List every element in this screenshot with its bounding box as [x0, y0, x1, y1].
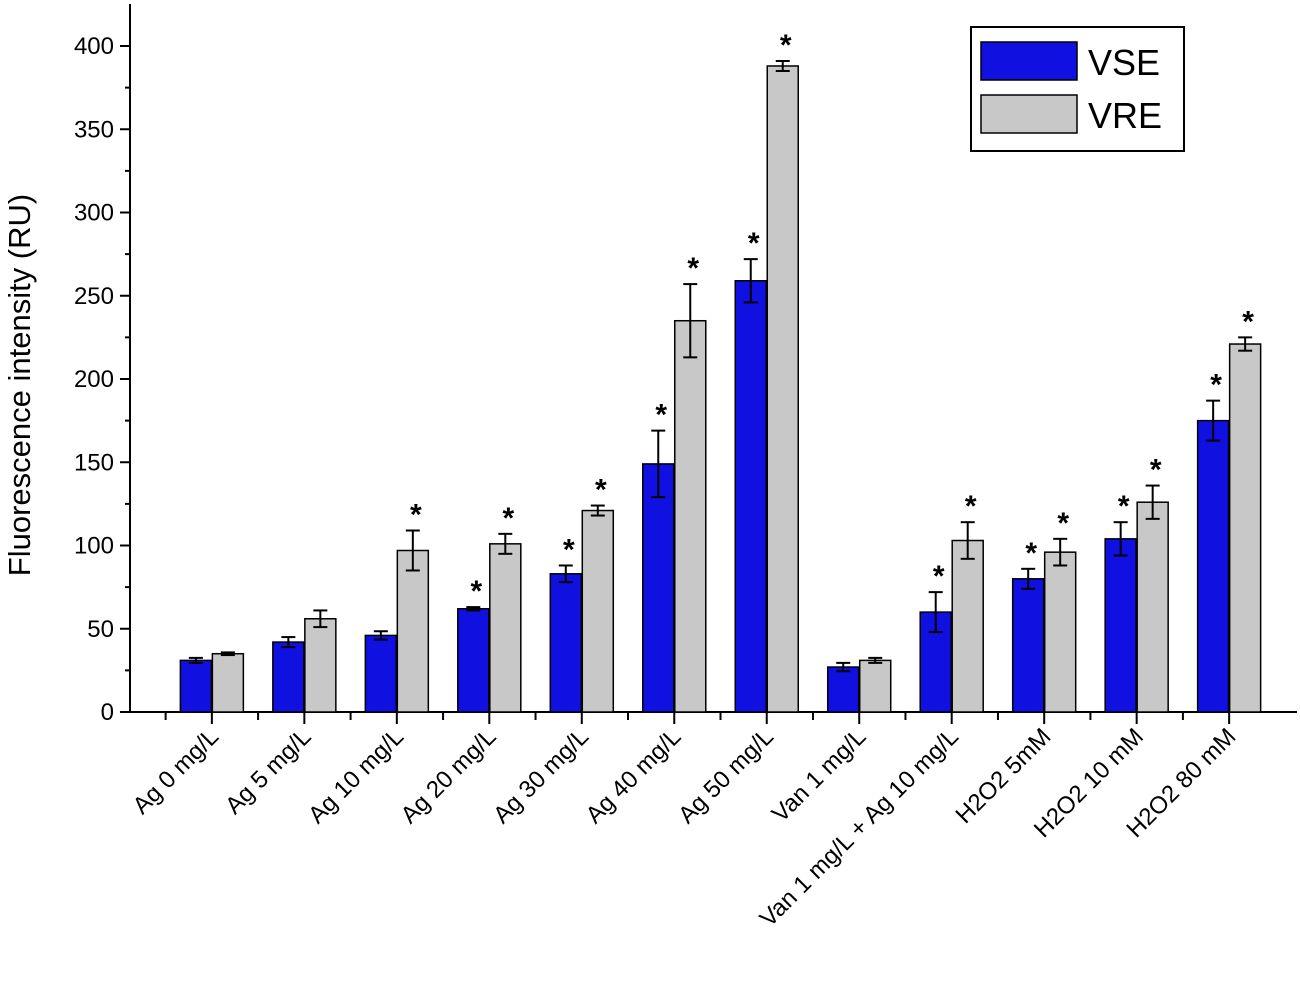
significance-star: *	[410, 499, 422, 532]
significance-star: *	[502, 502, 514, 535]
legend-label-vse: VSE	[1088, 42, 1160, 83]
y-tick-label: 100	[74, 533, 114, 560]
bar-vre	[581, 509, 615, 713]
bar-vre	[674, 319, 707, 713]
bar-vse	[1104, 538, 1137, 713]
bar-vre	[1043, 551, 1077, 713]
significance-star: *	[687, 252, 699, 285]
bar-vse	[1011, 578, 1045, 713]
significance-star: *	[1025, 537, 1037, 570]
significance-star: *	[1118, 490, 1130, 523]
bar-vre	[489, 543, 522, 713]
y-tick-label: 150	[74, 449, 114, 476]
bar-vre	[766, 65, 799, 713]
significance-star: *	[965, 490, 977, 523]
significance-star: *	[933, 560, 945, 593]
bar-vse	[1196, 419, 1230, 713]
bar-vse	[179, 659, 213, 713]
significance-star: *	[1150, 454, 1162, 487]
bar-vre	[211, 652, 245, 713]
significance-star: *	[470, 575, 482, 608]
y-tick-label: 200	[74, 366, 114, 393]
x-tick-label: Ag 30 mg/L	[488, 723, 594, 829]
bar-vre	[304, 618, 337, 713]
bar-vse	[826, 666, 860, 713]
bar-vse	[642, 463, 675, 713]
y-tick-label: 0	[101, 699, 114, 726]
significance-star: *	[595, 474, 607, 507]
bar-vse	[272, 641, 305, 713]
x-tick-label: Ag 40 mg/L	[581, 723, 687, 829]
significance-star: *	[563, 533, 575, 566]
legend: VSE VRE	[970, 26, 1185, 152]
significance-star: *	[1242, 305, 1254, 338]
x-tick-label: Ag 10 mg/L	[303, 723, 409, 829]
y-tick-label: 250	[74, 283, 114, 310]
y-axis-title: Fluorescence intensity (RU)	[2, 194, 37, 576]
y-tick-label: 50	[87, 616, 114, 643]
y-tick-label: 350	[74, 116, 114, 143]
bar-vse	[549, 573, 583, 713]
bar-vre	[396, 549, 430, 713]
x-tick-label: Ag 20 mg/L	[396, 723, 502, 829]
bar-vre	[1228, 343, 1262, 713]
significance-star: *	[1057, 507, 1069, 540]
bar-vre	[951, 539, 984, 713]
bar-vse	[734, 280, 767, 713]
significance-star: *	[780, 29, 792, 62]
bars	[179, 59, 1262, 713]
bar-vse	[457, 608, 490, 713]
x-tick-label: Ag 0 mg/L	[128, 723, 224, 819]
y-tick-label: 300	[74, 200, 114, 227]
y-tick-label: 400	[74, 33, 114, 60]
bar-vse	[364, 634, 398, 713]
x-tick-label: Ag 50 mg/L	[673, 723, 779, 829]
bar-vre	[1136, 501, 1169, 713]
bar-vre	[858, 659, 892, 713]
legend-label-vre: VRE	[1088, 95, 1162, 136]
legend-swatch-vre	[980, 94, 1078, 134]
x-tick-label: Van 1 mg/L + Ag 10 mg/L	[755, 723, 964, 932]
significance-star: *	[655, 399, 667, 432]
significance-star: *	[748, 227, 760, 260]
legend-swatch-vse	[980, 41, 1078, 81]
x-tick-label: Ag 5 mg/L	[220, 723, 316, 819]
significance-star: *	[1210, 369, 1222, 402]
